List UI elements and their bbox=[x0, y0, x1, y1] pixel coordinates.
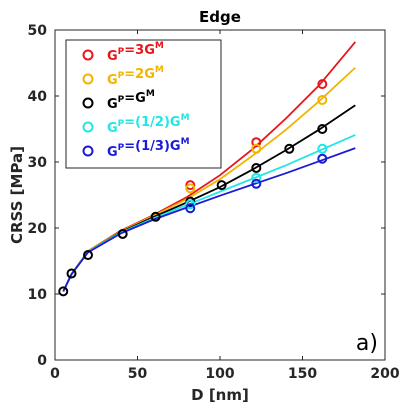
y-axis-label: CRSS [MPa] bbox=[8, 146, 26, 244]
data-point bbox=[284, 143, 295, 154]
legend-marker bbox=[82, 121, 94, 133]
data-point bbox=[317, 124, 328, 134]
data-point bbox=[66, 268, 77, 279]
legend-label: GP=GM bbox=[107, 89, 155, 112]
x-tick-label: 0 bbox=[50, 366, 60, 382]
legend-marker bbox=[82, 97, 94, 109]
y-tick-label: 30 bbox=[28, 155, 48, 171]
x-tick-label: 150 bbox=[288, 366, 317, 382]
data-point bbox=[185, 180, 196, 191]
x-tick-label: 50 bbox=[128, 366, 148, 382]
data-point bbox=[251, 172, 262, 183]
y-tick-label: 0 bbox=[37, 353, 47, 369]
data-point bbox=[83, 250, 93, 261]
x-tick-label: 100 bbox=[205, 366, 234, 382]
x-axis-label: D [nm] bbox=[191, 386, 249, 404]
legend-marker bbox=[82, 49, 94, 61]
data-point bbox=[317, 153, 328, 164]
data-point bbox=[185, 199, 196, 210]
y-tick-label: 20 bbox=[28, 221, 48, 237]
data-point bbox=[251, 178, 262, 189]
legend-marker bbox=[82, 145, 94, 157]
legend-label: GP=3GM bbox=[107, 41, 164, 64]
legend-marker bbox=[82, 73, 94, 85]
data-point bbox=[185, 203, 196, 214]
data-point bbox=[185, 183, 196, 194]
data-point bbox=[216, 180, 227, 191]
panel-annotation: a) bbox=[356, 331, 378, 356]
legend-label: GP=(1/3)GM bbox=[107, 137, 190, 160]
data-point bbox=[150, 211, 161, 222]
y-tick-label: 40 bbox=[28, 89, 48, 105]
data-point bbox=[317, 94, 328, 105]
data-point bbox=[251, 137, 262, 148]
tick-layer: 0 50 100 150 200 0 10 20 30 40 50 bbox=[28, 23, 400, 382]
data-point bbox=[58, 286, 69, 297]
data-point bbox=[251, 162, 262, 173]
y-tick-label: 50 bbox=[28, 23, 48, 39]
legend-label: GP=2GM bbox=[107, 65, 164, 88]
y-tick-label: 10 bbox=[28, 287, 48, 303]
x-tick-label: 200 bbox=[370, 366, 399, 382]
marker-layer bbox=[58, 79, 328, 297]
data-point bbox=[317, 79, 328, 90]
data-point bbox=[251, 143, 262, 154]
data-point bbox=[117, 228, 128, 239]
chart-title: Edge bbox=[199, 8, 241, 26]
data-point bbox=[317, 143, 328, 154]
legend-label: GP=(1/2)GM bbox=[107, 113, 190, 136]
